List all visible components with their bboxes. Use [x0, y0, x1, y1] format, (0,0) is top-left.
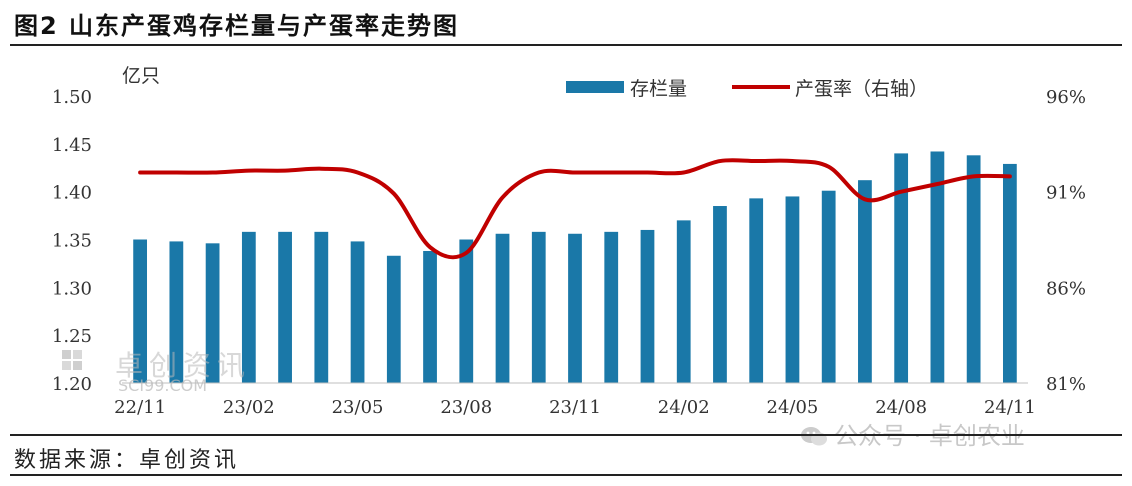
- rate-line: [138, 158, 1012, 260]
- x-tick-label: 24/02: [658, 397, 710, 418]
- bar-23/11: [568, 233, 582, 383]
- bar-23/07: [423, 250, 437, 383]
- bar-24/11: [1002, 163, 1017, 383]
- left-tick-label: 1.20: [52, 374, 92, 395]
- right-tick-label: 96%: [1046, 87, 1086, 108]
- watermark-logo: [62, 348, 112, 374]
- legend-line-label: 产蛋率（右轴）: [795, 78, 928, 100]
- bar-24/01: [640, 229, 655, 383]
- bar-24/02: [676, 220, 691, 383]
- legend: 存栏量 产蛋率（右轴）: [566, 78, 928, 100]
- bar-23/05: [350, 241, 365, 383]
- left-tick-label: 1.25: [52, 326, 92, 347]
- bar-22/12: [169, 241, 184, 383]
- bar-series: [133, 151, 1017, 383]
- x-axis-ticks: 22/11 23/02 23/05 23/08 23/11 24/02 24/05 24/08…: [114, 397, 1036, 418]
- watermark-right: 公众号 · 卓创农业: [800, 416, 1025, 451]
- x-tick-label: 24/05: [767, 397, 819, 418]
- right-axis-ticks: 96% 91% 86% 81%: [1046, 87, 1086, 395]
- figure-title: 图2 山东产蛋鸡存栏量与产蛋率走势图: [14, 12, 460, 40]
- bar-23/04: [314, 231, 329, 383]
- left-axis-unit: 亿只: [122, 65, 160, 87]
- x-tick-label: 24/11: [984, 397, 1036, 418]
- left-tick-label: 1.30: [52, 278, 92, 299]
- bar-23/08: [459, 239, 474, 383]
- x-tick-label: 23/08: [440, 397, 492, 418]
- bar-23/01: [205, 243, 220, 383]
- legend-bar-label: 存栏量: [630, 78, 687, 100]
- bar-23/03: [278, 231, 292, 383]
- bar-23/09: [495, 233, 510, 383]
- bar-22/11: [133, 239, 148, 383]
- watermark-left-url: SCI99.COM: [118, 376, 208, 395]
- bar-23/02: [241, 231, 256, 383]
- legend-bar-swatch: [566, 81, 624, 93]
- bottom-rule: [10, 474, 1122, 476]
- wechat-icon: [800, 425, 828, 447]
- title-rule: [10, 44, 1122, 46]
- bar-24/10: [966, 155, 981, 383]
- watermark-left-text: 卓创资讯: [115, 349, 252, 382]
- bar-24/07: [858, 180, 872, 383]
- left-tick-label: 1.45: [52, 135, 92, 156]
- bar-23/12: [604, 231, 619, 383]
- bar-24/08: [894, 153, 909, 383]
- right-tick-label: 86%: [1046, 278, 1086, 299]
- data-source: 数据来源：卓创资讯: [14, 448, 240, 473]
- bar-24/04: [749, 198, 764, 383]
- bar-24/05: [785, 196, 800, 383]
- x-tick-label: 23/02: [223, 397, 275, 418]
- source-rule: [10, 434, 1122, 436]
- right-tick-label: 81%: [1046, 374, 1086, 395]
- left-tick-label: 1.50: [52, 87, 92, 108]
- x-tick-label: 24/08: [875, 397, 927, 418]
- left-axis-ticks: 1.50 1.45 1.40 1.35 1.30 1.25 1.20: [52, 87, 92, 395]
- x-tick-label: 22/11: [114, 397, 166, 418]
- left-tick-label: 1.35: [52, 231, 92, 252]
- x-tick-label: 23/05: [332, 397, 384, 418]
- bar-24/06: [821, 190, 836, 383]
- bar-24/09: [930, 151, 945, 383]
- left-tick-label: 1.40: [52, 183, 92, 204]
- bar-23/10: [531, 231, 546, 383]
- bar-24/03: [713, 206, 727, 383]
- x-tick-label: 23/11: [549, 397, 601, 418]
- watermark-right-text: 公众号 · 卓创农业: [834, 422, 1025, 450]
- right-tick-label: 91%: [1046, 183, 1086, 204]
- bar-23/06: [386, 255, 401, 383]
